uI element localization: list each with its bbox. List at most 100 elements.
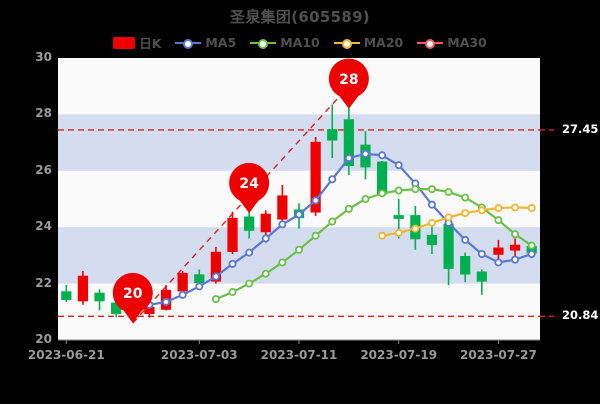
annotation-pin-label: 20 [123, 286, 143, 303]
ma20-line-swatch-icon [333, 37, 360, 49]
candlestick[interactable] [277, 184, 288, 222]
ma-point-ma20 [444, 213, 453, 222]
ma-point-ma5 [245, 248, 254, 257]
ma-point-ma5 [162, 297, 171, 306]
ma-point-ma10 [261, 269, 270, 278]
x-axis-tick-label: 2023-07-27 [460, 348, 537, 362]
ma-point-ma5 [328, 175, 337, 184]
ma5-line-swatch-icon [175, 37, 202, 49]
legend-item-ma30[interactable]: MA30 [417, 35, 487, 50]
candlestick[interactable] [460, 252, 471, 283]
ma-point-ma5 [527, 249, 536, 258]
candlestick[interactable] [227, 211, 238, 254]
candle-body-fill [61, 292, 71, 300]
candlestick[interactable] [493, 239, 504, 260]
ma-point-ma5 [511, 255, 520, 264]
ma-point-ma10 [328, 217, 337, 226]
candle-body [310, 141, 321, 213]
candlestick[interactable] [94, 289, 105, 311]
ma-point-ma10 [278, 258, 287, 267]
candlestick[interactable] [177, 270, 188, 294]
candle-body-fill [244, 217, 254, 231]
ma-point-ma20 [378, 231, 387, 240]
ma-point-ma5 [211, 272, 220, 281]
legend-item-ma5[interactable]: MA5 [175, 35, 236, 50]
candle-body-fill [111, 303, 121, 314]
ma-point-ma10 [211, 295, 220, 304]
reference-line-label: 27.45 [562, 121, 599, 136]
candle-body-fill [477, 272, 487, 281]
ma-point-ma10 [444, 187, 453, 196]
annotation-pin[interactable] [229, 162, 270, 214]
legend-label-ma10: MA10 [280, 35, 320, 50]
ma10-line-swatch-icon [250, 37, 277, 49]
ma-point-ma20 [394, 228, 403, 237]
candlestick[interactable] [509, 238, 521, 257]
annotation-pin[interactable] [328, 58, 369, 109]
right-gutter-mask [540, 56, 600, 342]
ma-point-ma10 [394, 186, 403, 195]
candle-body [210, 251, 222, 282]
pin-shape-icon [328, 58, 369, 109]
ma-point-ma5 [427, 200, 436, 209]
candlestick[interactable] [343, 105, 354, 176]
x-axis-tick-label: 2023-06-21 [27, 348, 105, 362]
candle-body [177, 272, 188, 292]
ma-point-ma20 [427, 218, 436, 227]
legend-item-ma20[interactable]: MA20 [333, 35, 403, 50]
y-axis-tick-label: 28 [35, 106, 52, 121]
x-axis-tick-label: 2023-07-03 [160, 348, 238, 362]
annotation-pin[interactable] [112, 272, 153, 324]
candle-body-fill [444, 224, 453, 269]
candlestick[interactable] [426, 222, 438, 254]
candlestick[interactable] [476, 269, 487, 295]
ma-point-ma10 [527, 241, 536, 250]
ma-point-ma5 [378, 151, 387, 160]
candlestick[interactable] [61, 285, 72, 302]
ma-point-ma10 [511, 230, 520, 239]
legend-label-k: 日K [139, 36, 162, 51]
x-axis-tick-label: 2023-07-19 [360, 348, 438, 362]
chart-legend: 日K MA5 MA10 MA20 MA30 [0, 33, 600, 52]
ma-point-ma10 [294, 245, 303, 254]
ma-point-ma20 [511, 203, 520, 212]
ma-point-ma5 [294, 210, 303, 219]
ma-point-ma5 [477, 249, 486, 258]
trend-line [132, 85, 350, 324]
candlestick[interactable] [244, 208, 255, 239]
ma-point-ma10 [378, 189, 387, 198]
reference-line-label: 20.84 [562, 308, 599, 323]
ma30-line-swatch-icon [417, 37, 444, 49]
annotation-pin-label: 24 [239, 176, 259, 193]
candle-body [509, 244, 521, 251]
candle-body [77, 275, 89, 302]
candlestick[interactable] [327, 104, 338, 159]
ma-point-ma20 [477, 206, 486, 215]
ma-point-ma10 [245, 279, 254, 288]
candle-body-fill [377, 162, 387, 194]
legend-item-ma10[interactable]: MA10 [250, 35, 320, 50]
candle-body [260, 213, 271, 233]
legend-item-k[interactable]: 日K [113, 33, 161, 52]
candle-body-fill [394, 215, 404, 219]
ma-point-ma5 [494, 258, 503, 267]
y-axis-tick-label: 22 [35, 275, 52, 290]
y-axis-tick-label: 20 [35, 332, 52, 346]
ma-point-ma5 [195, 282, 204, 291]
candle-body [227, 217, 238, 252]
ma-point-ma20 [527, 204, 536, 213]
candle-body-fill [194, 275, 204, 283]
chart-title: 圣泉集团(605589) [230, 8, 370, 26]
candlestick[interactable] [77, 270, 89, 305]
ma-point-ma5 [394, 161, 403, 170]
ma-point-ma20 [494, 204, 503, 213]
ma-point-ma5 [178, 290, 187, 299]
pin-shape-icon [112, 272, 153, 324]
y-axis-tick-label: 30 [35, 50, 52, 64]
ma-point-ma5 [461, 235, 470, 244]
x-axis-tick-label: 2023-07-11 [260, 348, 338, 362]
ma-point-ma10 [411, 185, 420, 194]
